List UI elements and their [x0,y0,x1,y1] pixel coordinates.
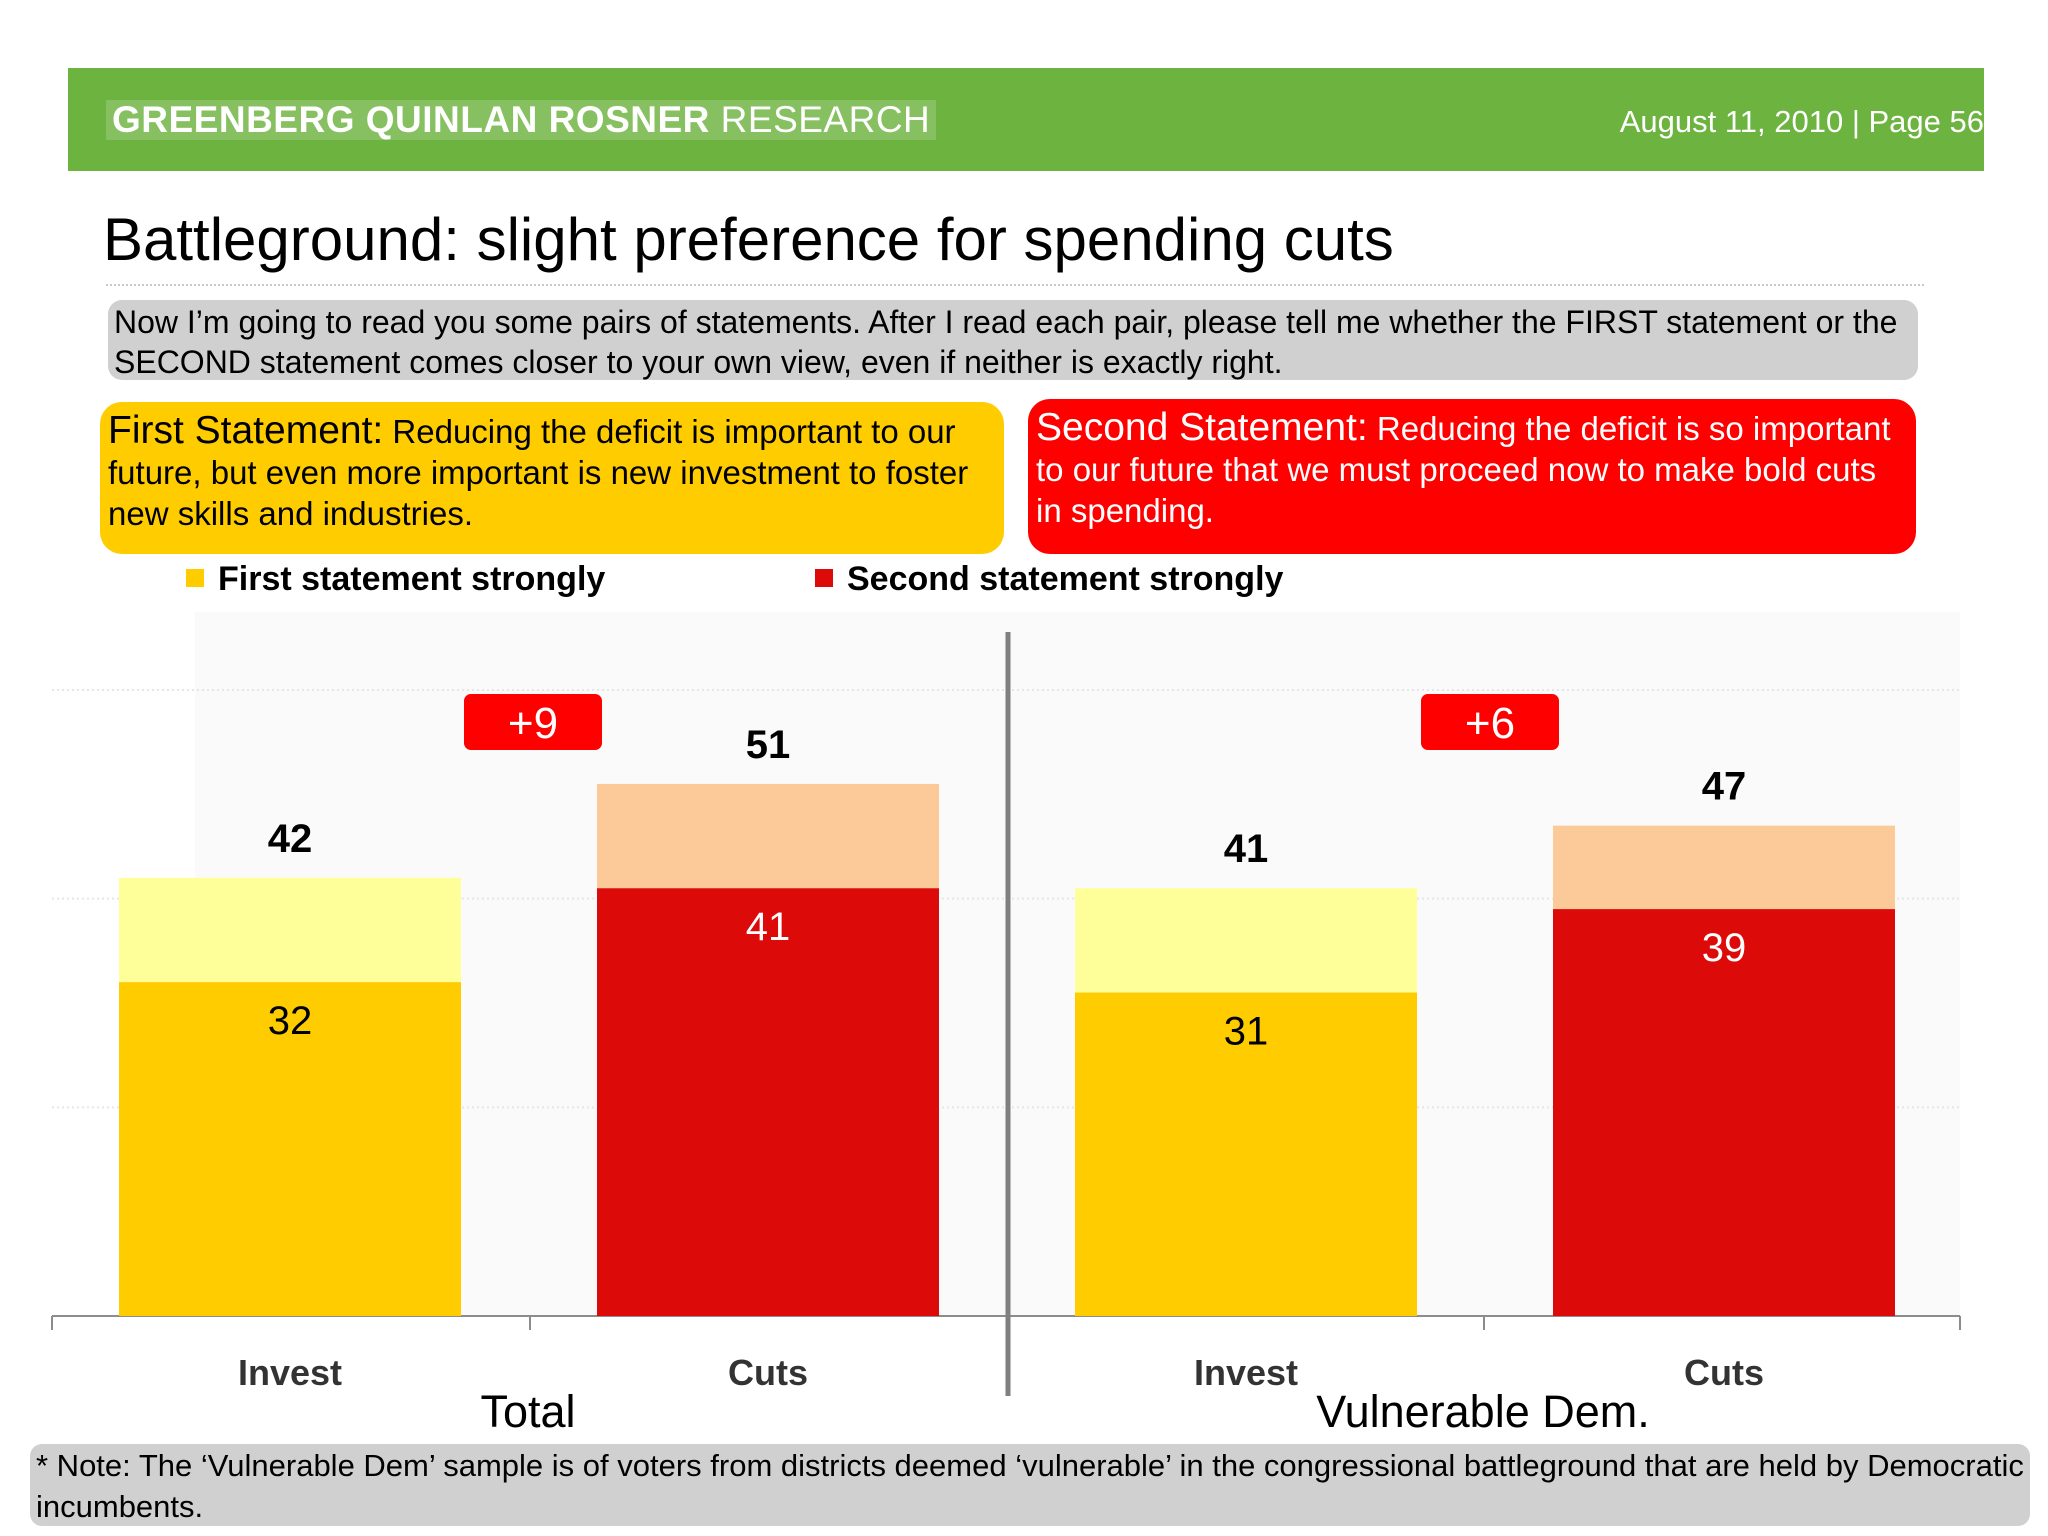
margin-badge-total [464,694,602,750]
data-label-total-invest-total: 42 [268,817,313,861]
bar-vulnerable-invest-total [1075,888,1417,993]
x-tick-label-total-cuts: Cuts [728,1352,808,1393]
group-label-vulnerable: Vulnerable Dem. [1316,1386,1650,1437]
x-tick-label-vulnerable-invest: Invest [1194,1352,1298,1393]
bar-total-cuts-strong [597,888,939,1316]
second-statement-box: Second Statement: Reducing the deficit i… [1028,399,1916,554]
group-label-total: Total [480,1386,575,1437]
margin-badge-vulnerable [1421,694,1559,750]
bar-total-invest-strong [119,982,461,1316]
data-label-total-invest-strong: 32 [268,999,313,1043]
question-text: Now I’m going to read you some pairs of … [108,300,1918,380]
brand-logo: GREENBERG QUINLAN ROSNER RESEARCH [106,99,937,140]
margin-label-vulnerable: +6 [1465,699,1515,748]
legend-second-label: Second statement strongly [847,560,1284,598]
x-tick-label-vulnerable-cuts: Cuts [1684,1352,1764,1393]
data-label-vulnerable-cuts-strong: 39 [1702,926,1747,970]
legend-second-swatch [815,569,833,588]
bar-total-invest-total [119,877,461,983]
legend-first-label: First statement strongly [218,560,606,598]
legend-first: First statement strongly [186,560,605,599]
legend-second: Second statement strongly [815,560,1283,599]
data-label-total-cuts-total: 51 [746,723,791,767]
bar-vulnerable-invest-strong [1075,992,1417,1316]
first-statement-text: Reducing the deficit is important to our… [108,413,969,532]
first-statement-box: First Statement: Reducing the deficit is… [100,402,1004,554]
data-label-vulnerable-invest-total: 41 [1224,827,1269,871]
margin-label-total: +9 [508,699,558,748]
second-statement-head: Second Statement: [1036,406,1368,449]
data-label-vulnerable-invest-strong: 31 [1224,1010,1269,1054]
header-banner: GREENBERG QUINLAN ROSNER RESEARCH August… [68,68,1984,171]
data-label-total-cuts-strong: 41 [746,905,791,949]
bar-total-cuts-total [597,783,939,889]
bar-vulnerable-cuts-total [1553,825,1895,910]
title-divider [106,284,1924,286]
first-statement-head: First Statement: [108,409,384,452]
x-tick-label-total-invest: Invest [238,1352,342,1393]
bar-vulnerable-cuts-strong [1553,909,1895,1316]
page-info: August 11, 2010 | Page 56 [1619,104,1984,139]
footnote: * Note: The ‘Vulnerable Dem’ sample is o… [30,1444,2030,1526]
data-label-vulnerable-cuts-total: 47 [1702,765,1747,809]
page-title: Battleground: slight preference for spen… [103,206,1394,273]
brand-bold: GREENBERG QUINLAN ROSNER [112,99,710,140]
brand-light: RESEARCH [720,99,931,140]
second-statement-text: Reducing the deficit is so important to … [1036,410,1891,529]
legend-first-swatch [186,569,204,588]
